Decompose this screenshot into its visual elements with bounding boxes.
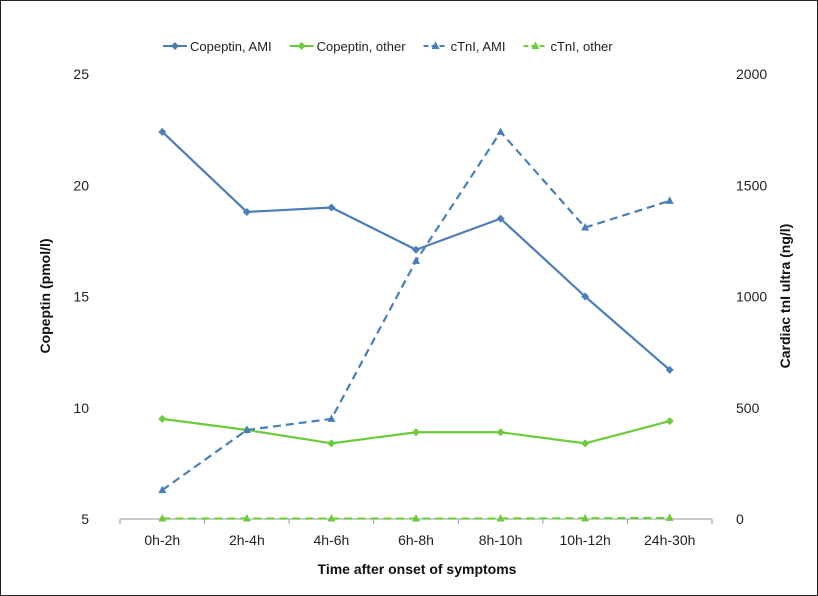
x-tick-label: 4h-6h <box>314 532 350 548</box>
y-tick-label-left: 25 <box>73 66 89 82</box>
y-tick-label-right: 0 <box>736 511 744 527</box>
data-point <box>581 292 590 301</box>
legend-label: Copeptin, other <box>317 39 407 54</box>
y-tick-label-right: 1000 <box>736 289 767 305</box>
y-tick-label-left: 5 <box>81 511 89 527</box>
y-tick-label-right: 2000 <box>736 66 767 82</box>
data-point <box>665 513 674 521</box>
legend-item-ctni-ami: cTnI, AMI <box>423 39 506 54</box>
data-point <box>158 514 167 522</box>
data-point <box>496 428 505 437</box>
y-tick-label-left: 20 <box>73 177 89 193</box>
y-tick-label-right: 500 <box>736 400 760 416</box>
y-axis-title-left: Copeptin (pmol/l) <box>37 238 53 353</box>
data-point <box>158 485 167 494</box>
y-axis-title-right: Cardiac tnI ultra (ng/l) <box>777 224 793 369</box>
series-line-ctni-ami <box>161 130 671 491</box>
y-tick-label-left: 10 <box>73 400 89 416</box>
x-tick-label: 6h-8h <box>398 532 434 548</box>
x-tick-label: 24h-30h <box>644 532 695 548</box>
legend-marker <box>171 42 179 50</box>
legend-item-copeptin-other: Copeptin, other <box>289 39 407 54</box>
data-point <box>665 365 674 374</box>
legend: Copeptin, AMI Copeptin, other cTnI, AMI cTn… <box>163 39 613 54</box>
data-point <box>581 223 590 231</box>
x-tick-label: 10h-12h <box>559 532 610 548</box>
data-point <box>496 214 505 223</box>
data-point <box>158 127 167 136</box>
series-ctni-ami <box>158 127 674 494</box>
series-layer <box>158 127 674 522</box>
data-point <box>242 425 251 433</box>
data-point <box>412 256 420 264</box>
data-point <box>327 203 336 212</box>
legend-item-copeptin-ami: Copeptin, AMI <box>163 39 272 54</box>
legend-marker <box>531 41 540 49</box>
legend-label: cTnI, AMI <box>451 39 506 54</box>
legend-item-ctni-other: cTnI, other <box>523 39 613 54</box>
x-tick-label: 8h-10h <box>479 532 523 548</box>
data-point <box>327 514 336 522</box>
data-point <box>665 196 674 204</box>
axes: 0h-2h 2h-4h 4h-6h 6h-8h 8h-10h 10h-12h 24h-30h… <box>73 66 767 548</box>
data-point <box>412 245 420 254</box>
data-point <box>242 207 251 216</box>
data-point <box>158 414 167 423</box>
data-point <box>242 514 251 522</box>
data-point <box>412 514 420 522</box>
data-point <box>581 513 590 522</box>
legend-label: Copeptin, AMI <box>190 39 272 54</box>
data-point <box>581 439 590 448</box>
data-point <box>412 428 420 437</box>
data-point <box>327 439 336 448</box>
legend-marker <box>297 42 306 50</box>
data-point <box>327 414 336 422</box>
series-ctni-other <box>158 513 674 522</box>
data-point <box>496 514 505 522</box>
x-tick-label: 0h-2h <box>144 532 180 548</box>
data-point <box>665 417 674 426</box>
series-copeptin-ami <box>158 127 674 374</box>
series-copeptin-other <box>158 414 674 448</box>
x-tick-label: 2h-4h <box>229 532 265 548</box>
legend-marker <box>431 41 440 49</box>
y-tick-label-left: 15 <box>73 289 89 305</box>
data-point <box>496 127 505 135</box>
y-tick-label-right: 1500 <box>736 177 767 193</box>
x-axis-title: Time after onset of symptoms <box>318 561 517 577</box>
legend-label: cTnI, other <box>550 39 613 54</box>
